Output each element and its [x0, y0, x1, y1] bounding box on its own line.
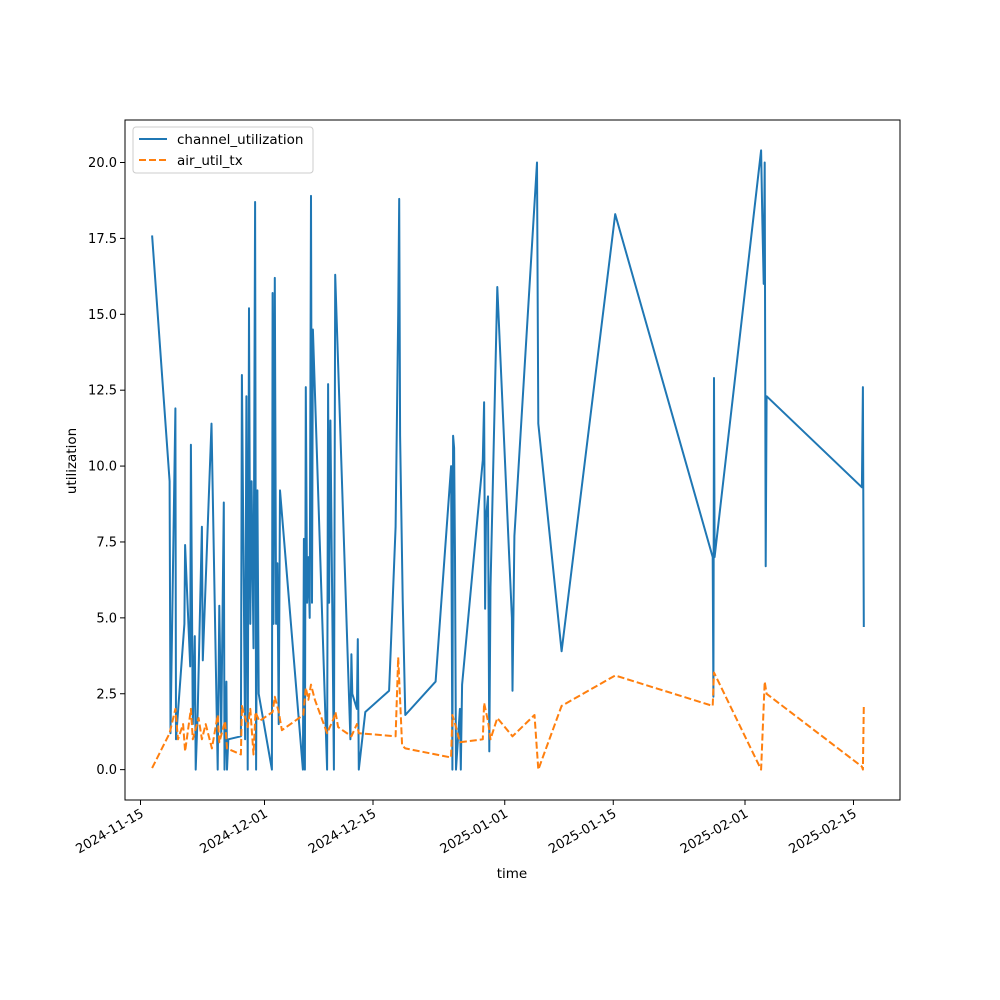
- legend-box: [132, 126, 314, 174]
- y-tick-label: 10.0: [88, 460, 117, 475]
- y-tick-label: 2.5: [96, 687, 117, 702]
- y-axis-label: utilization: [64, 428, 80, 494]
- legend: channel_utilization air_util_tx: [132, 126, 314, 174]
- series-line-channel-utilization: [151, 149, 865, 771]
- y-tick-label: 20.0: [88, 156, 117, 171]
- legend-label-channel-utilization: channel_utilization: [177, 132, 304, 148]
- y-tick-label: 17.5: [88, 232, 117, 247]
- series-line-air-util-tx: [151, 656, 865, 771]
- y-axis-ticks: 0.0 2.5 5.0 7.5 10.0 12.5 15.0 17.5 20.0: [88, 156, 125, 778]
- y-tick-label: 0.0: [96, 763, 117, 778]
- plot-area-frame: [124, 119, 901, 801]
- y-tick-label: 15.0: [88, 308, 117, 323]
- y-tick-label: 5.0: [96, 611, 117, 626]
- y-tick-label: 7.5: [96, 535, 117, 550]
- y-tick-label: 12.5: [88, 384, 117, 399]
- legend-label-air-util-tx: air_util_tx: [177, 153, 243, 169]
- series-layer: [151, 149, 865, 771]
- x-axis-label: time: [497, 866, 528, 882]
